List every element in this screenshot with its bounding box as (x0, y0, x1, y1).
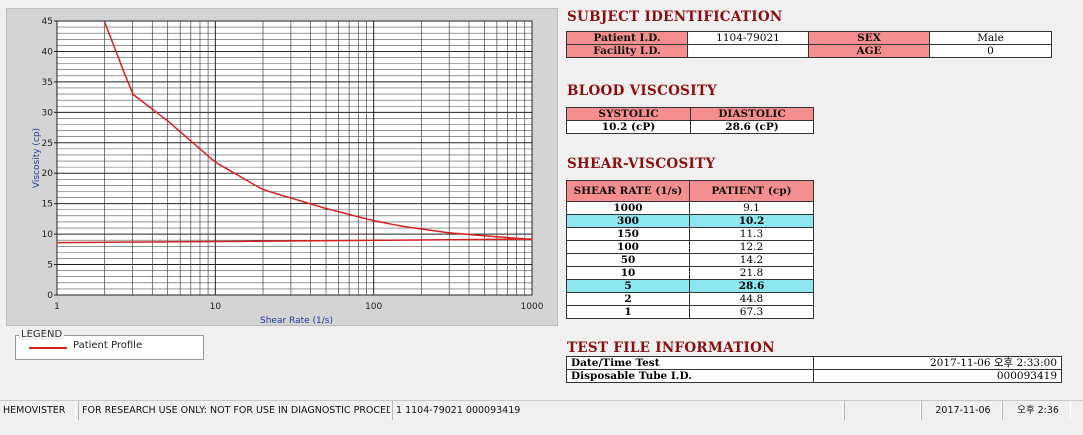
shear-viscosity-table: SHEAR RATE (1/s) PATIENT (cp) 1000 9.1 300… (566, 180, 814, 319)
series-line (104, 21, 533, 241)
x-axis-label: Shear Rate (1/s) (260, 316, 333, 325)
x-tick-label: 10 (210, 302, 222, 312)
data-point (166, 120, 169, 122)
shear-row: 2 44.8 (566, 292, 814, 306)
shear-rate-cell: 2 (566, 292, 690, 306)
patient-cp-cell: 21.8 (689, 266, 814, 280)
shear-row: 50 14.2 (566, 253, 814, 267)
facility-id-value (687, 44, 809, 58)
shear-row: 10 21.8 (566, 266, 814, 280)
shear-rate-header: SHEAR RATE (1/s) (566, 180, 690, 202)
blood-viscosity-title: BLOOD VISCOSITY (567, 83, 718, 99)
shear-rate-cell: 10 (566, 266, 690, 280)
y-tick-label: 0 (47, 291, 53, 301)
diastolic-value: 28.6 (cP) (690, 120, 814, 134)
legend-entry: Patient Profile (73, 340, 143, 351)
patient-cp-cell: 11.3 (689, 227, 814, 241)
sex-label: SEX (808, 31, 930, 45)
status-app-name: HEMOVISTER (0, 401, 76, 420)
subject-table: Patient I.D. 1104-79021 SEX Male Facilit… (566, 31, 1052, 58)
legend-title: LEGEND (19, 329, 65, 340)
shear-rate-cell: 100 (566, 240, 690, 254)
sex-value: Male (929, 31, 1052, 45)
data-point (103, 21, 106, 24)
y-tick-label: 5 (47, 261, 53, 271)
shear-rate-cell: 1000 (566, 201, 690, 215)
series-line (56, 238, 533, 244)
data-point (131, 93, 134, 95)
shear-row: 300 10.2 (566, 214, 814, 228)
shear-row: 150 11.3 (566, 227, 814, 241)
diastolic-label: DIASTOLIC (690, 107, 814, 121)
shear-viscosity-title: SHEAR-VISCOSITY (567, 156, 716, 172)
status-date: 2017-11-06 (921, 401, 1002, 420)
shear-rows: 1000 9.1 300 10.2 150 11.3 100 12.2 50 14.2 10 21.8… (566, 201, 814, 319)
patient-cp-cell: 67.3 (689, 305, 814, 319)
shear-row: 100 12.2 (566, 240, 814, 254)
test-file-information-title: TEST FILE INFORMATION (567, 340, 775, 356)
age-value: 0 (929, 44, 1052, 58)
patient-cp-cell: 44.8 (689, 292, 814, 306)
y-tick-label: 20 (42, 169, 54, 179)
data-point (325, 207, 327, 210)
y-axis-label: Viscosity (cp) (32, 128, 42, 188)
patient-id-value: 1104-79021 (687, 31, 809, 45)
patient-cp-cell: 28.6 (689, 279, 814, 293)
data-point (214, 161, 217, 164)
viscosity-chart: 0 5 10 15 20 25 30 35 40 45 1 10 100 1000 Viscosity (c… (32, 17, 544, 325)
tube-id-value: 000093419 (813, 369, 1062, 383)
systolic-value: 10.2 (cP) (566, 120, 691, 134)
patient-cp-cell: 9.1 (689, 201, 814, 215)
x-tick-label: 1 (54, 302, 60, 312)
y-tick-label: 40 (42, 47, 54, 57)
shear-rate-cell: 50 (566, 253, 690, 267)
x-tick-label: 100 (365, 302, 382, 312)
status-time: 오후 2:36 (1002, 401, 1071, 420)
shear-rate-cell: 5 (566, 279, 690, 293)
blood-viscosity-table: SYSTOLIC DIASTOLIC 10.2 (cP) 28.6 (cP) (566, 107, 814, 134)
shear-rate-cell: 150 (566, 227, 690, 241)
shear-rate-cell: 300 (566, 214, 690, 228)
patient-cp-cell: 14.2 (689, 253, 814, 267)
data-point (400, 225, 403, 227)
y-tick-label: 10 (42, 230, 54, 240)
datetime-value: 2017-11-06 오후 2:33:00 (813, 356, 1062, 370)
age-label: AGE (808, 44, 930, 58)
test-file-table: Date/Time Test 2017-11-06 오후 2:33:00 Dis… (566, 356, 1062, 383)
systolic-label: SYSTOLIC (566, 107, 691, 121)
tube-id-label: Disposable Tube I.D. (566, 369, 814, 383)
viscosity-chart-panel: 0 5 10 15 20 25 30 35 40 45 1 10 100 1000 Viscosity (c… (6, 8, 558, 326)
status-disclaimer: FOR RESEARCH USE ONLY: NOT FOR USE IN DI… (78, 401, 391, 420)
data-point (262, 188, 264, 191)
patient-cp-header: PATIENT (cp) (689, 180, 814, 202)
status-bar (0, 400, 1083, 435)
y-tick-label: 45 (42, 17, 53, 27)
plot-area (56, 20, 533, 296)
legend-line-swatch (29, 347, 67, 349)
y-tick-label: 25 (42, 139, 53, 149)
patient-id-label: Patient I.D. (566, 31, 688, 45)
patient-cp-cell: 12.2 (689, 240, 814, 254)
facility-id-label: Facility I.D. (566, 44, 688, 58)
shear-row: 1000 9.1 (566, 201, 814, 215)
datetime-label: Date/Time Test (566, 356, 814, 370)
x-tick-label: 1000 (521, 302, 544, 312)
data-point (448, 232, 451, 234)
y-tick-label: 35 (42, 78, 53, 88)
y-tick-label: 30 (42, 108, 54, 118)
shear-row: 5 28.6 (566, 279, 814, 293)
data-point (372, 219, 375, 222)
status-blank (844, 401, 921, 420)
patient-cp-cell: 10.2 (689, 214, 814, 228)
shear-rate-cell: 1 (566, 305, 690, 319)
y-tick-label: 15 (42, 200, 53, 210)
status-record: 1 1104-79021 000093419 (392, 401, 843, 420)
shear-row: 1 67.3 (566, 305, 814, 319)
subject-identification-title: SUBJECT IDENTIFICATION (567, 9, 783, 25)
